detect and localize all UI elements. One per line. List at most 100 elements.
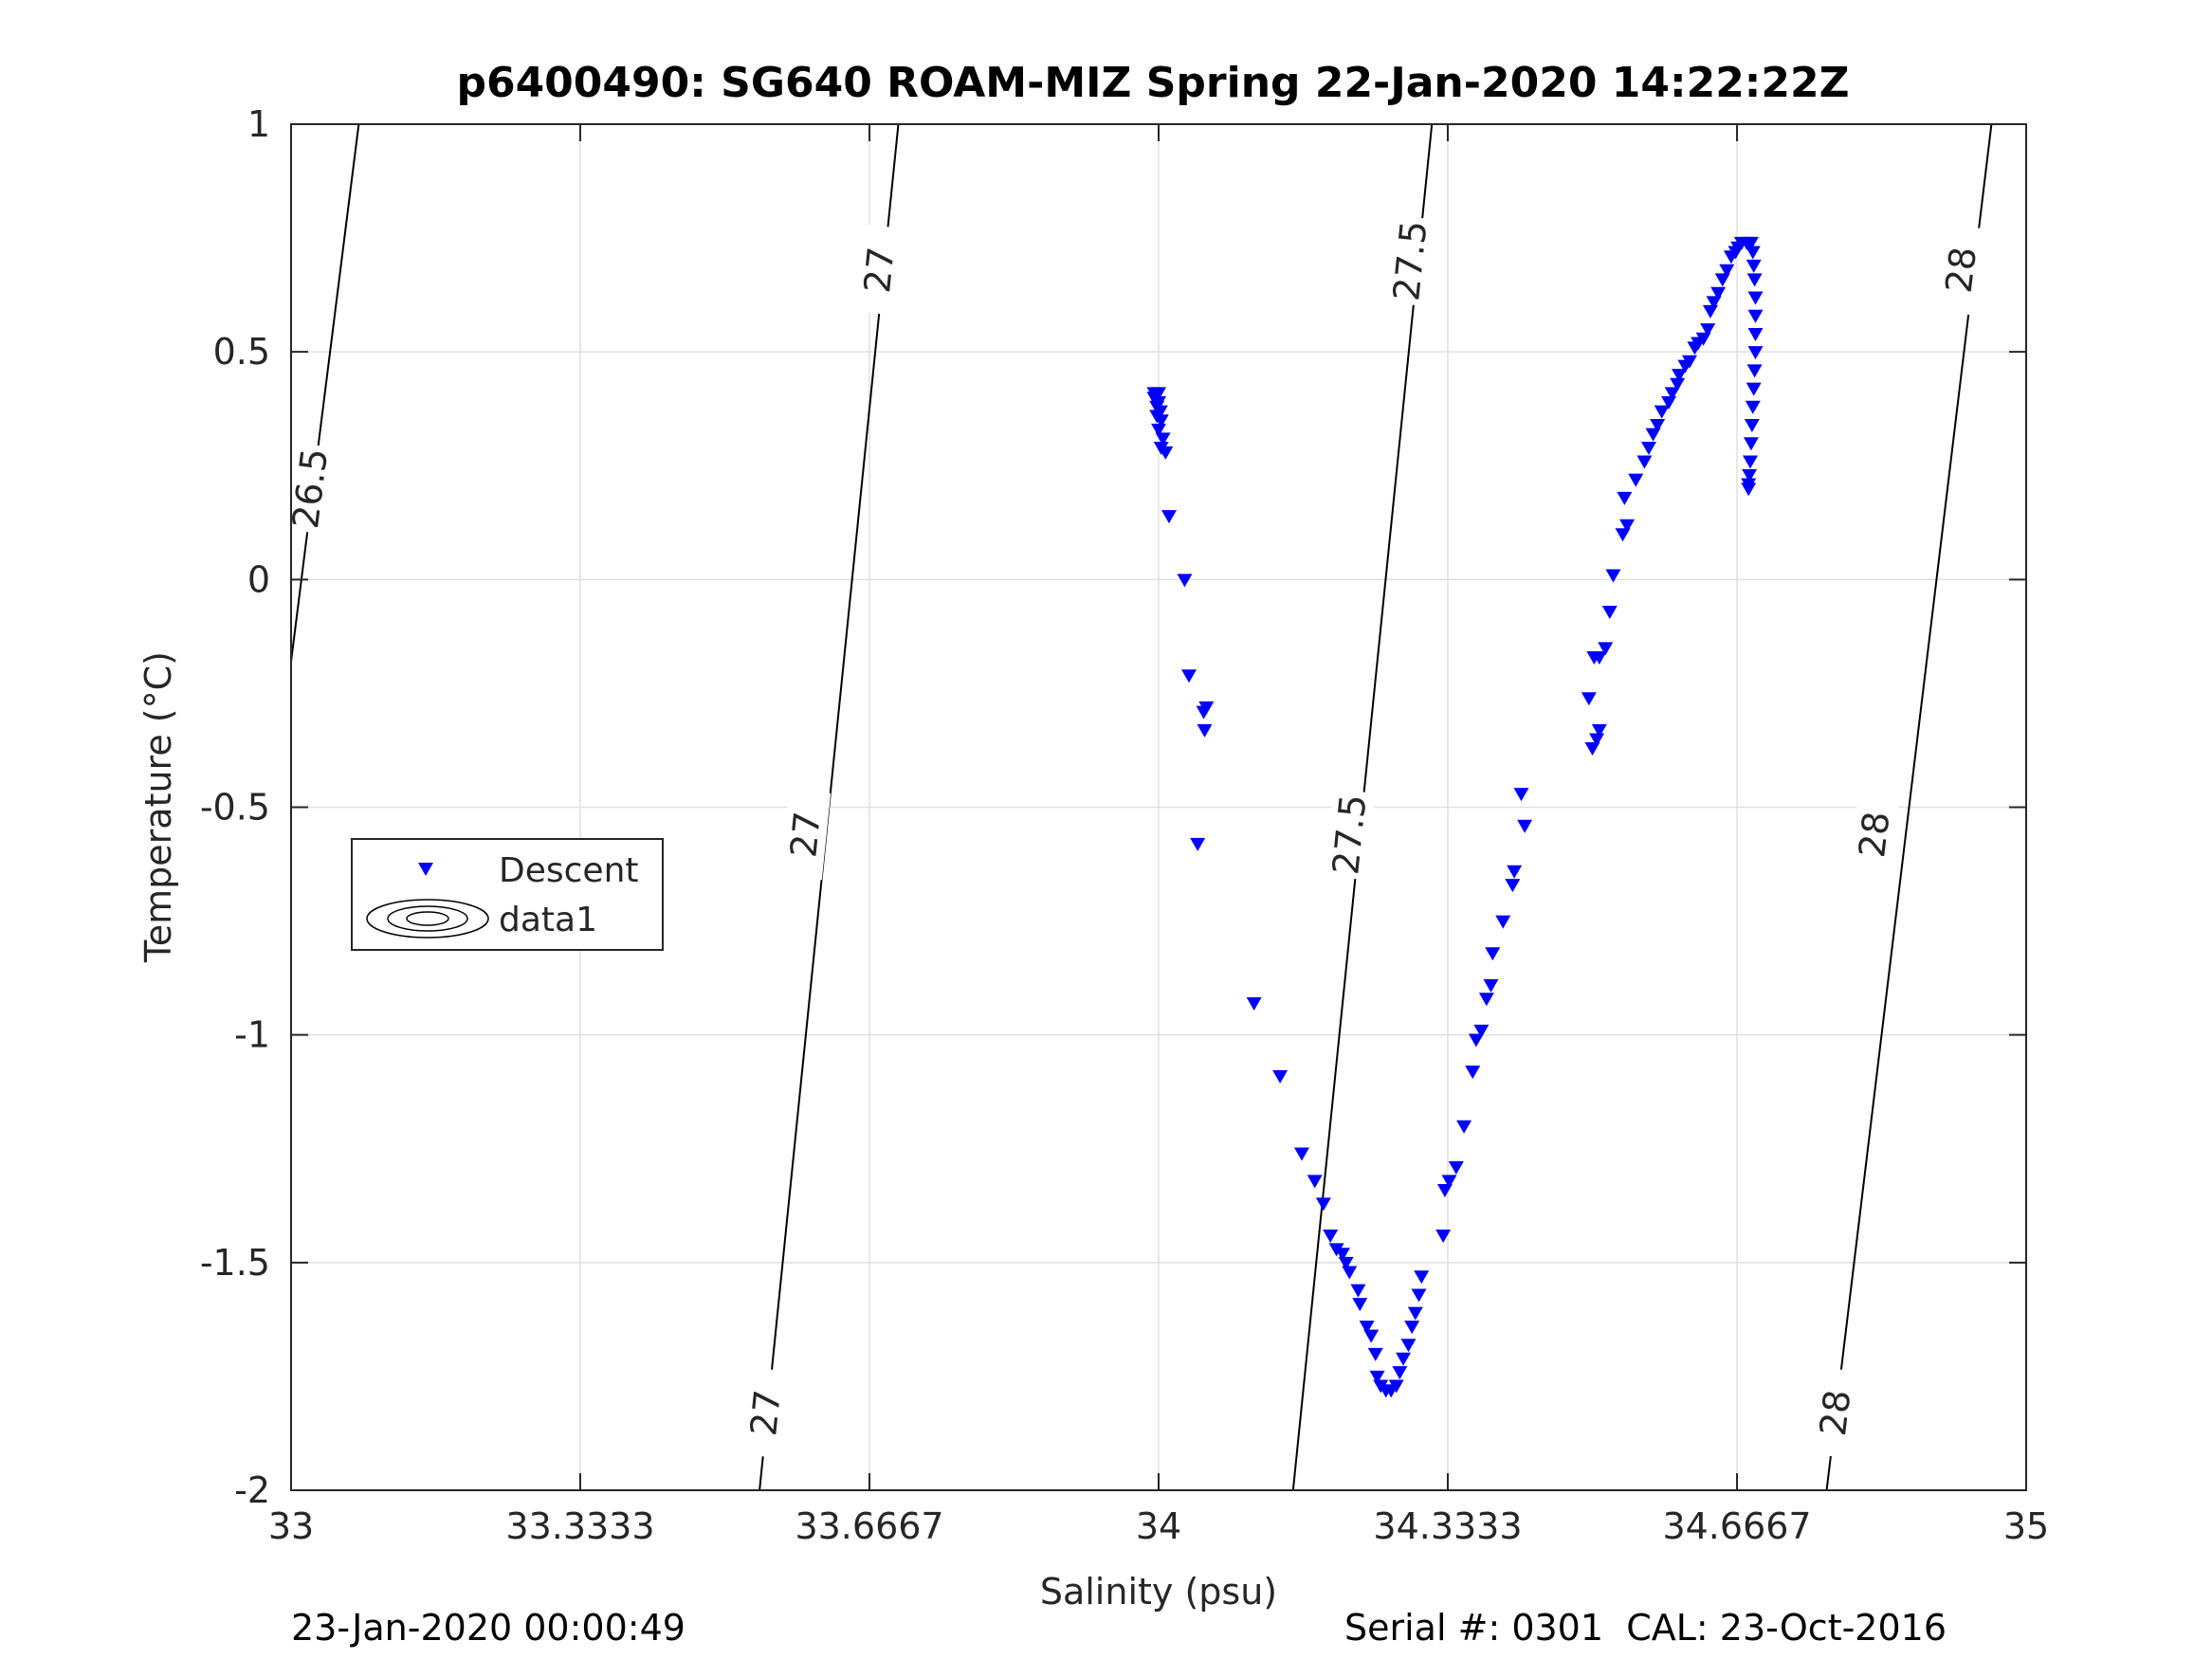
descent-point xyxy=(1615,528,1631,542)
y-tick-label: 0 xyxy=(247,558,270,600)
descent-point xyxy=(1342,1266,1358,1280)
isopycnal-label-text: 28 xyxy=(1812,1388,1858,1438)
descent-point xyxy=(1190,837,1206,851)
descent-point xyxy=(1161,510,1177,524)
descent-point xyxy=(1473,1024,1490,1038)
descent-point xyxy=(1465,1066,1481,1080)
isopycnal-label: 27 xyxy=(780,789,832,881)
descent-point xyxy=(1670,377,1686,392)
isopycnal-label-text: 27.5 xyxy=(1385,219,1435,303)
x-tick-label: 34 xyxy=(1136,1505,1181,1547)
descent-point xyxy=(1392,1366,1408,1380)
descent-point xyxy=(1581,692,1597,706)
descent-point xyxy=(1605,569,1621,583)
descent-point xyxy=(1246,997,1262,1012)
descent-point xyxy=(1591,650,1607,665)
descent-point xyxy=(1350,1284,1366,1298)
x-tick-label: 33.3333 xyxy=(505,1505,654,1547)
descent-point xyxy=(1745,400,1761,414)
chart-title: p6400490: SG640 ROAM-MIZ Spring 22-Jan-2… xyxy=(456,59,1849,107)
x-tick-label: 35 xyxy=(2003,1505,2049,1547)
descent-point xyxy=(1517,819,1533,833)
descent-point xyxy=(1591,723,1607,738)
descent-point xyxy=(1468,1033,1484,1048)
isopycnal-label-gap xyxy=(1935,224,1987,317)
isopycnal-label: 28 xyxy=(1848,789,1901,881)
descent-point xyxy=(1485,947,1501,961)
descent-point xyxy=(1640,442,1656,456)
descent-point xyxy=(1700,323,1716,337)
isopycnal-label: 26.5 xyxy=(283,442,337,535)
descent-point xyxy=(1745,246,1761,260)
descent-point xyxy=(1155,432,1171,447)
descent-point xyxy=(1619,519,1636,533)
isopycnal-label-gap xyxy=(1384,215,1435,307)
descent-point xyxy=(1367,1347,1383,1361)
isopycnal-label-gap xyxy=(780,789,832,881)
legend-descent-label: Descent xyxy=(499,851,639,890)
legend-contour-icon xyxy=(366,899,489,939)
isopycnal-label-text: 28 xyxy=(1851,810,1897,860)
descent-point xyxy=(1747,309,1764,323)
descent-point xyxy=(1617,491,1633,505)
descent-point xyxy=(1441,1175,1457,1189)
isopycnal-label-gap xyxy=(1324,789,1375,881)
x-tick-label: 33 xyxy=(268,1505,314,1547)
descent-point xyxy=(1400,1339,1417,1353)
descent-point xyxy=(1747,327,1764,341)
descent-point xyxy=(1589,733,1605,747)
descent-point xyxy=(1483,978,1499,993)
grid-lines xyxy=(290,123,2027,1491)
x-tick-label: 34.3333 xyxy=(1373,1505,1522,1547)
descent-point xyxy=(1505,879,1521,893)
descent-point xyxy=(1743,236,1759,250)
descent-point xyxy=(1601,605,1618,619)
isopycnal-label-text: 27 xyxy=(856,245,903,295)
descent-series xyxy=(1146,236,1764,1398)
isopycnal-label-gap xyxy=(1809,1367,1862,1459)
descent-point xyxy=(1495,915,1511,929)
descent-point xyxy=(1338,1256,1354,1270)
y-tick-label: -2 xyxy=(234,1469,270,1511)
descent-point xyxy=(1710,286,1727,301)
y-tick-label: -1.5 xyxy=(200,1242,270,1284)
isopycnal-label-gap xyxy=(1848,789,1901,881)
descent-point xyxy=(1407,1306,1423,1321)
descent-point xyxy=(1435,1230,1452,1244)
isopycnal-label: 28 xyxy=(1809,1367,1862,1459)
descent-point xyxy=(1628,473,1644,487)
descent-point xyxy=(1746,382,1762,396)
isopycnal-label-text: 27.5 xyxy=(1325,793,1374,877)
descent-point xyxy=(1695,332,1711,346)
descent-point xyxy=(1315,1197,1331,1212)
descent-point xyxy=(1746,273,1763,287)
descent-point xyxy=(1743,455,1759,469)
descent-point xyxy=(1513,788,1529,802)
isopycnal-label: 27 xyxy=(853,224,905,316)
descent-point xyxy=(1158,446,1174,460)
descent-point xyxy=(1747,346,1764,360)
descent-point xyxy=(1654,405,1670,419)
isopycnal-label-text: 26.5 xyxy=(284,447,336,531)
descent-point xyxy=(1456,1120,1472,1134)
y-tick-label: -1 xyxy=(234,1014,270,1056)
descent-point xyxy=(1272,1069,1289,1084)
descent-point xyxy=(1645,428,1661,442)
descent-point xyxy=(1448,1160,1464,1175)
descent-point xyxy=(1151,387,1166,401)
isopycnal-label: 27 xyxy=(740,1367,792,1459)
descent-point xyxy=(1719,264,1735,278)
isopycnal-label: 28 xyxy=(1935,224,1987,317)
legend-data1-label: data1 xyxy=(499,901,597,939)
descent-point xyxy=(1744,419,1760,433)
x-tick-label: 34.6667 xyxy=(1662,1505,1811,1547)
descent-point xyxy=(1664,387,1680,401)
descent-point xyxy=(1404,1321,1420,1335)
descent-point xyxy=(1388,1379,1404,1394)
descent-point xyxy=(1681,355,1697,369)
y-axis-label: Temperature (°C) xyxy=(137,651,179,963)
descent-point xyxy=(1153,414,1169,428)
isopycnal-label-gap xyxy=(740,1367,792,1459)
descent-point xyxy=(1352,1298,1368,1312)
descent-point xyxy=(1177,574,1193,588)
